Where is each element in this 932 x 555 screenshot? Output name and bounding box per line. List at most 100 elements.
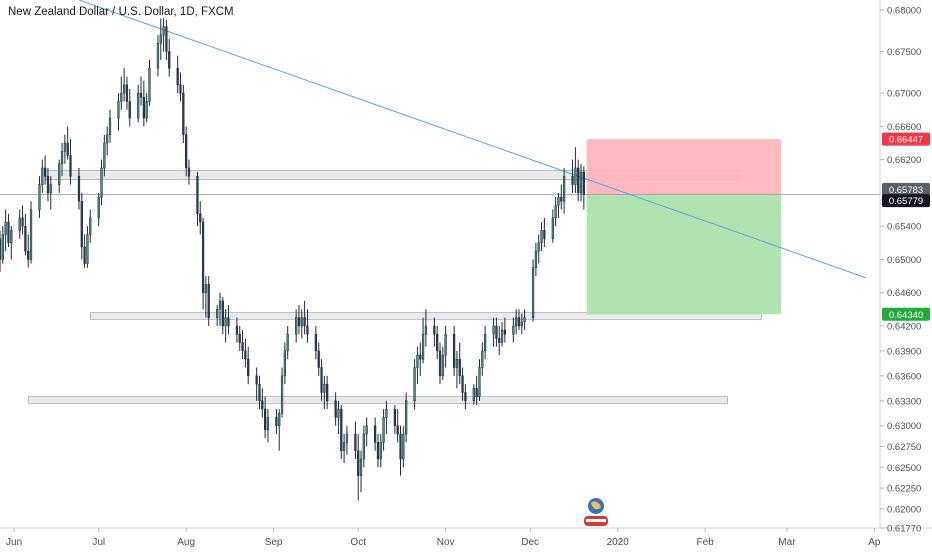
axes <box>0 0 932 529</box>
candle-body <box>122 84 126 94</box>
candle-body <box>551 217 554 239</box>
trendline-drawing[interactable] <box>78 0 867 279</box>
candle-body <box>106 134 109 144</box>
candle-body <box>148 67 151 102</box>
candle <box>266 409 270 443</box>
candle <box>376 434 380 468</box>
candle-body <box>10 230 13 244</box>
trendline[interactable] <box>78 0 867 279</box>
candle-body <box>512 325 515 335</box>
candle <box>297 305 301 335</box>
candle-body <box>176 67 179 86</box>
time-tick-label: Jul <box>92 537 105 548</box>
candle-body <box>393 408 396 426</box>
candle <box>551 209 554 243</box>
time-tick-label: Oct <box>350 537 366 548</box>
short-position-tool[interactable] <box>586 139 782 315</box>
candle-body <box>334 400 337 418</box>
take-profit-area[interactable] <box>586 194 782 315</box>
candle-body <box>221 300 224 327</box>
candle <box>444 325 447 368</box>
price-tick-label: 0.62750 <box>887 442 921 453</box>
candle-body <box>235 325 239 335</box>
candle <box>255 367 258 401</box>
candle <box>385 400 388 435</box>
candle <box>554 197 557 227</box>
price-tick-label: 0.63300 <box>887 396 921 407</box>
candle <box>458 342 461 385</box>
price-badge-label-target: 0.64340 <box>889 310 923 321</box>
candle <box>1 226 4 264</box>
candle-body <box>379 442 382 460</box>
candle-body <box>207 284 210 318</box>
candle <box>498 325 501 356</box>
candle-body <box>204 284 208 293</box>
candle <box>238 325 241 351</box>
candlestick-series <box>0 18 585 501</box>
candle <box>24 213 27 256</box>
price-tick-label: 0.65400 <box>887 222 921 233</box>
candle-body <box>554 205 557 219</box>
candle <box>120 76 123 110</box>
candle-body <box>142 97 145 119</box>
zone-rect[interactable] <box>27 396 728 404</box>
candle <box>122 68 126 102</box>
candle-body <box>461 375 464 393</box>
candle <box>543 217 546 247</box>
candle <box>382 409 385 451</box>
candle-body <box>49 184 52 194</box>
candle-body <box>4 221 7 235</box>
candle <box>137 84 140 123</box>
candle <box>60 143 64 177</box>
candle <box>66 126 69 160</box>
candle-body <box>492 325 495 335</box>
candle-body <box>517 317 521 327</box>
candle-body <box>455 358 459 368</box>
candle <box>41 159 44 193</box>
candle-body <box>264 408 267 431</box>
price-tick-label: 0.63000 <box>887 421 921 432</box>
candle-body <box>303 317 306 327</box>
candle-body <box>58 163 61 185</box>
candle <box>359 450 363 493</box>
candle <box>379 434 382 468</box>
candle-body <box>399 433 402 460</box>
candle-body <box>424 325 428 335</box>
candle <box>63 134 66 164</box>
candle-body <box>495 325 498 339</box>
candle <box>517 309 521 331</box>
candle <box>89 209 92 243</box>
candle <box>345 425 349 455</box>
price-badge-label-current: 0.65783 <box>889 185 923 196</box>
candle-body <box>247 358 250 377</box>
candle <box>221 296 224 335</box>
candle-body <box>255 375 258 385</box>
time-axis[interactable]: Jun Jul Aug Sep Oct Nov Dec 2020 Feb Mar Ap <box>6 528 881 548</box>
stop-loss-area[interactable] <box>586 139 782 195</box>
candle-body <box>475 388 478 397</box>
candle-body <box>345 433 349 443</box>
price-tick-label: 0.67000 <box>887 89 921 100</box>
price-axis[interactable]: 0.68000 0.67500 0.67000 0.66600 0.66200 0.654… <box>880 5 921 535</box>
candle-body <box>244 350 247 360</box>
candle-body <box>359 458 363 476</box>
candle <box>323 375 326 410</box>
candle-body <box>7 221 10 244</box>
candle-body <box>29 209 33 260</box>
candle-body <box>326 383 329 402</box>
candle <box>396 409 399 443</box>
candle <box>10 226 13 260</box>
time-tick-label: Dec <box>521 537 539 548</box>
candle <box>196 172 199 227</box>
candle-body <box>540 230 543 244</box>
price-tick-label: 0.62500 <box>887 463 921 474</box>
candle <box>362 425 365 468</box>
candle <box>438 342 442 385</box>
candle <box>235 317 239 343</box>
candle-body <box>182 92 185 135</box>
time-tick-label: Nov <box>437 537 455 548</box>
candle <box>103 134 106 177</box>
candle-body <box>357 450 360 476</box>
